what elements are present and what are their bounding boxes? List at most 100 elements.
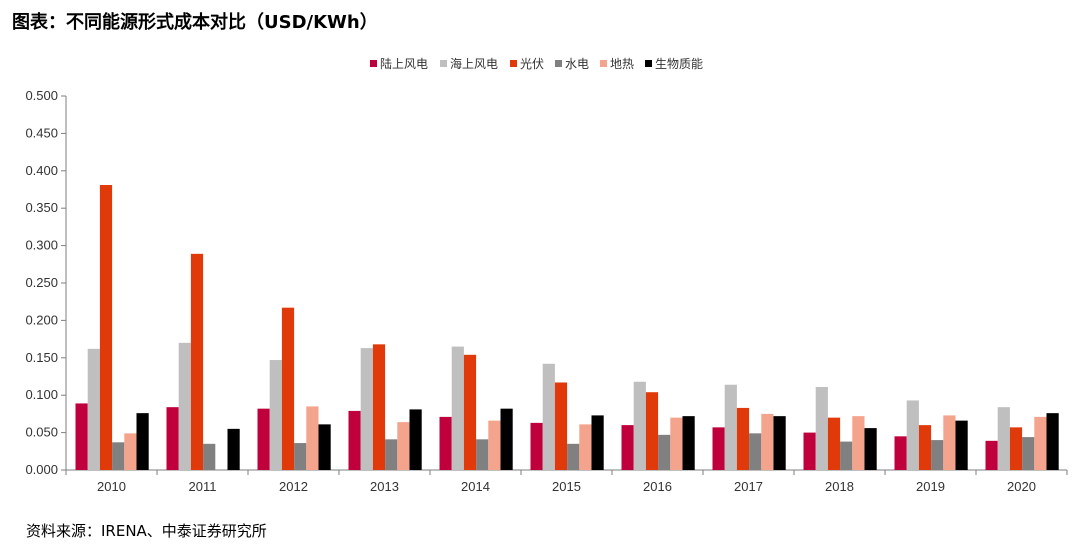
bar bbox=[318, 424, 331, 470]
bar bbox=[397, 422, 410, 470]
bar bbox=[257, 408, 270, 470]
bar bbox=[815, 386, 828, 470]
bar bbox=[985, 440, 998, 470]
y-tick-label: 0.200 bbox=[25, 312, 58, 327]
legend-swatch bbox=[645, 60, 652, 67]
bar bbox=[476, 439, 489, 470]
y-tick-label: 0.100 bbox=[25, 387, 58, 402]
legend-swatch bbox=[440, 60, 447, 67]
bar bbox=[633, 381, 646, 470]
x-tick-label: 2014 bbox=[461, 479, 490, 494]
legend-label: 光伏 bbox=[520, 57, 544, 71]
bar bbox=[87, 348, 100, 470]
y-tick-label: 0.450 bbox=[25, 125, 58, 140]
y-tick-label: 0.150 bbox=[25, 350, 58, 365]
bar bbox=[955, 420, 968, 470]
bar bbox=[894, 436, 907, 470]
bar bbox=[554, 382, 568, 470]
bar bbox=[306, 406, 319, 470]
legend-swatch bbox=[555, 60, 562, 67]
bar bbox=[724, 384, 737, 470]
legend-swatch bbox=[510, 60, 517, 67]
bar bbox=[1009, 427, 1023, 470]
bar bbox=[542, 363, 555, 470]
x-tick-label: 2017 bbox=[734, 479, 763, 494]
bar bbox=[682, 416, 695, 470]
x-tick-label: 2011 bbox=[189, 479, 217, 494]
bar bbox=[124, 433, 137, 470]
y-tick-label: 0.300 bbox=[25, 238, 58, 253]
bar bbox=[99, 185, 113, 470]
y-axis: 0.000 0.050 0.100 0.150 0.200 0.250 0.300 0.350… bbox=[25, 88, 67, 477]
bar bbox=[178, 342, 191, 470]
bar bbox=[621, 425, 634, 470]
bar bbox=[451, 346, 464, 470]
bars bbox=[75, 185, 1059, 470]
legend-label: 陆上风电 bbox=[380, 56, 428, 71]
bar bbox=[75, 403, 88, 470]
bar bbox=[1034, 416, 1047, 470]
page-title: 图表：不同能源形式成本对比（USD/KWh） bbox=[12, 12, 378, 33]
y-tick-label: 0.050 bbox=[25, 425, 58, 440]
bar bbox=[227, 428, 240, 470]
bar bbox=[864, 428, 877, 470]
bar bbox=[1022, 437, 1035, 470]
bar bbox=[463, 354, 477, 470]
bar bbox=[190, 253, 204, 470]
bar bbox=[385, 439, 398, 470]
bar bbox=[409, 409, 422, 470]
bar bbox=[918, 425, 932, 470]
bar bbox=[488, 420, 501, 470]
bar bbox=[579, 424, 592, 470]
x-tick-label: 2018 bbox=[825, 479, 854, 494]
bar bbox=[203, 443, 216, 470]
bar bbox=[773, 416, 786, 470]
bar bbox=[567, 443, 580, 470]
y-tick-label: 0.000 bbox=[25, 462, 58, 477]
bar bbox=[761, 413, 774, 470]
bar bbox=[136, 413, 149, 470]
bar bbox=[803, 432, 816, 470]
bar bbox=[943, 415, 956, 470]
x-tick-label: 2016 bbox=[643, 479, 672, 494]
bar bbox=[439, 416, 452, 470]
x-tick-label: 2013 bbox=[370, 479, 399, 494]
bar bbox=[997, 407, 1010, 470]
y-tick-label: 0.350 bbox=[25, 200, 58, 215]
bar bbox=[670, 417, 683, 470]
bar bbox=[591, 415, 604, 470]
bar bbox=[166, 407, 179, 470]
bar bbox=[906, 400, 919, 470]
x-tick-label: 2020 bbox=[1007, 479, 1036, 494]
bar bbox=[269, 360, 282, 470]
bar bbox=[736, 407, 750, 470]
source-note: 资料来源：IRENA、中泰证券研究所 bbox=[26, 522, 267, 540]
legend-swatch bbox=[600, 60, 607, 67]
y-tick-label: 0.500 bbox=[25, 88, 58, 103]
bar bbox=[931, 440, 944, 470]
x-tick-label: 2012 bbox=[279, 479, 308, 494]
y-tick-label: 0.400 bbox=[25, 163, 58, 178]
x-tick-label: 2019 bbox=[916, 479, 945, 494]
legend-label: 海上风电 bbox=[450, 56, 498, 71]
bar bbox=[348, 410, 361, 470]
bar bbox=[645, 392, 659, 470]
bar bbox=[852, 416, 865, 470]
bar bbox=[372, 344, 386, 470]
legend-label: 水电 bbox=[565, 57, 589, 71]
bar bbox=[500, 408, 513, 470]
legend-label: 生物质能 bbox=[655, 57, 703, 71]
bar bbox=[658, 434, 671, 470]
bar bbox=[530, 422, 543, 470]
legend-swatch bbox=[370, 60, 377, 67]
x-tick-label: 2010 bbox=[97, 479, 126, 494]
x-axis: 2010 2011 2012 2013 2014 2015 2016 2017 2018 2019… bbox=[65, 469, 1068, 494]
bar bbox=[840, 441, 853, 470]
legend-label: 地热 bbox=[610, 57, 634, 71]
bar bbox=[749, 433, 762, 470]
bar bbox=[1046, 413, 1059, 470]
bar bbox=[294, 443, 307, 470]
bar bbox=[712, 427, 725, 470]
bar bbox=[281, 307, 295, 470]
